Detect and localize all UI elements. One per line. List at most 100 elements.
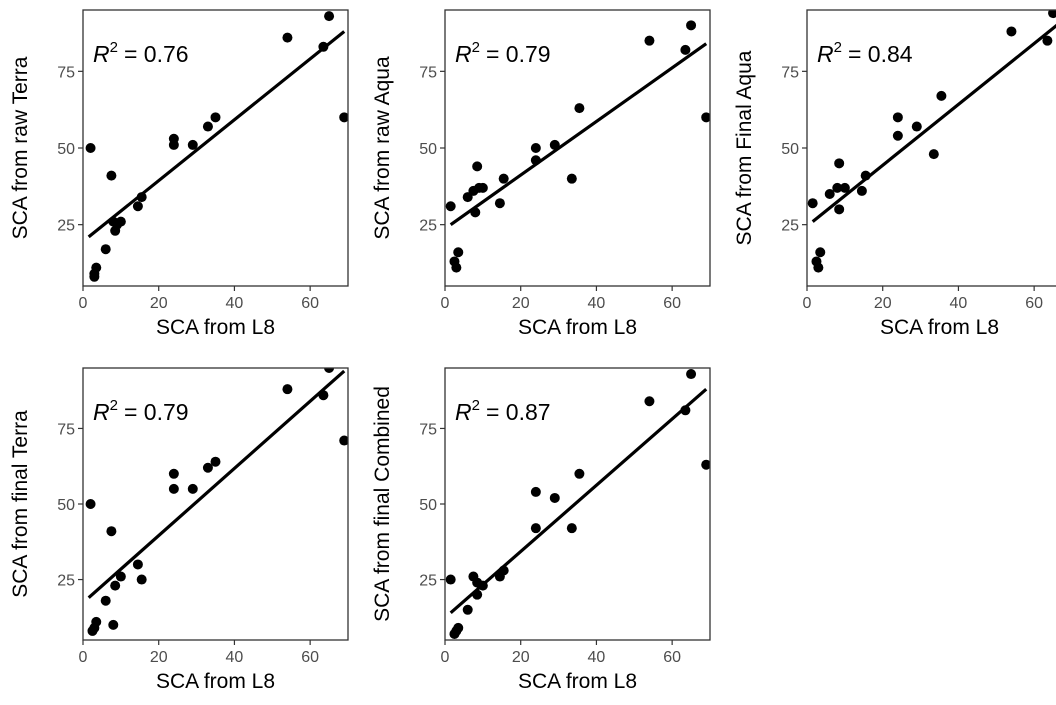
- data-point: [445, 574, 456, 585]
- y-tick-label: 25: [57, 573, 75, 590]
- panel-background: [445, 10, 710, 286]
- y-tick-label: 50: [781, 141, 799, 158]
- y-tick-label: 25: [781, 218, 799, 235]
- x-tick-label: 20: [512, 295, 530, 312]
- data-point: [210, 456, 221, 467]
- data-point: [824, 189, 835, 199]
- data-point: [202, 462, 213, 473]
- r-squared-value: = 0.76: [124, 41, 189, 67]
- r-squared-exponent: 2: [110, 397, 118, 414]
- data-point: [494, 198, 505, 209]
- x-tick-label: 20: [150, 295, 168, 312]
- data-point: [530, 486, 541, 497]
- data-point: [680, 44, 691, 55]
- r-squared-exponent: 2: [110, 39, 118, 56]
- y-axis-title: SCA from final Terra: [9, 410, 32, 598]
- r-squared-value: = 0.79: [124, 399, 189, 425]
- x-tick-label: 60: [301, 295, 319, 312]
- x-tick-label: 0: [79, 649, 88, 666]
- scatter-panel: 0 20 40 60 25 50 75 SCA from L8 SCA from final T…: [9, 367, 349, 693]
- data-point: [91, 616, 102, 627]
- data-point: [686, 20, 697, 31]
- data-point: [892, 112, 903, 123]
- data-point: [856, 185, 867, 196]
- r-squared-annotation: R2 = 0.79: [93, 397, 189, 425]
- panel-background: [807, 10, 1056, 286]
- r-squared-symbol: R: [817, 41, 834, 67]
- y-axis-title: SCA from Final Aqua: [733, 50, 756, 245]
- data-point: [644, 35, 655, 46]
- data-point: [472, 161, 483, 172]
- data-point: [339, 112, 348, 123]
- y-tick-label: 50: [57, 497, 75, 514]
- plot-area: [445, 369, 710, 639]
- scatter-panel: 0 20 40 60 25 50 75 SCA from L8 SCA from final C…: [371, 367, 711, 693]
- data-point: [451, 262, 462, 273]
- r-squared-symbol: R: [93, 399, 110, 425]
- data-point: [202, 121, 213, 132]
- x-tick-label: 60: [663, 295, 681, 312]
- panel-background: [83, 368, 348, 640]
- x-axis-title: SCA from L8: [518, 670, 637, 693]
- data-point: [115, 571, 126, 582]
- data-point: [324, 11, 335, 22]
- data-point: [168, 139, 179, 150]
- data-point: [936, 90, 947, 101]
- r-squared-annotation: R2 = 0.76: [93, 39, 189, 67]
- plot-area: [807, 10, 1056, 273]
- data-point: [187, 139, 198, 150]
- data-point: [530, 143, 541, 153]
- x-tick-label: 20: [150, 649, 168, 666]
- data-point: [928, 149, 939, 160]
- x-tick-label: 20: [512, 649, 530, 666]
- x-tick-label: 60: [663, 649, 681, 666]
- data-point: [210, 112, 221, 123]
- panel-background: [83, 10, 348, 286]
- data-point: [566, 173, 577, 184]
- data-point: [324, 368, 335, 373]
- data-point: [832, 182, 843, 193]
- plot-area: [85, 368, 348, 636]
- data-point: [85, 499, 96, 509]
- y-tick-label: 75: [57, 421, 75, 438]
- x-tick-label: 0: [803, 295, 812, 312]
- data-point: [530, 523, 541, 534]
- data-point: [453, 247, 464, 258]
- regression-line: [811, 23, 1056, 223]
- r-squared-annotation: R2 = 0.84: [817, 39, 913, 67]
- y-tick-label: 25: [419, 573, 437, 590]
- scatter-panel: 0 20 40 60 25 50 75 SCA from L8 SCA from Final A…: [733, 9, 1056, 339]
- y-tick-label: 75: [419, 421, 437, 438]
- data-point: [339, 435, 348, 446]
- x-tick-label: 40: [588, 295, 606, 312]
- data-point: [110, 580, 121, 591]
- scatter-panel: 0 20 40 60 25 50 75 SCA from L8 SCA from raw Aqu…: [371, 9, 711, 339]
- y-tick-label: 50: [57, 141, 75, 158]
- data-point: [644, 396, 655, 407]
- x-tick-label: 40: [950, 295, 968, 312]
- x-tick-label: 40: [588, 649, 606, 666]
- data-point: [168, 468, 179, 479]
- r-squared-exponent: 2: [472, 39, 480, 56]
- plot-area: [85, 11, 348, 282]
- data-point: [911, 121, 922, 132]
- y-tick-label: 50: [419, 497, 437, 514]
- data-point: [453, 622, 464, 633]
- data-point: [108, 619, 119, 630]
- r-squared-exponent: 2: [472, 397, 480, 414]
- y-axis-title: SCA from raw Terra: [9, 56, 32, 239]
- regression-line: [449, 387, 708, 615]
- data-point: [839, 182, 850, 193]
- data-point: [1006, 26, 1017, 37]
- r-squared-symbol: R: [93, 41, 110, 67]
- r-squared-exponent: 2: [834, 39, 842, 56]
- x-tick-label: 40: [226, 295, 244, 312]
- data-point: [574, 468, 585, 479]
- data-point: [686, 369, 697, 380]
- x-tick-label: 60: [301, 649, 319, 666]
- data-point: [462, 604, 473, 615]
- r-squared-value: = 0.84: [848, 41, 913, 67]
- data-point: [115, 216, 126, 227]
- data-point: [813, 262, 824, 273]
